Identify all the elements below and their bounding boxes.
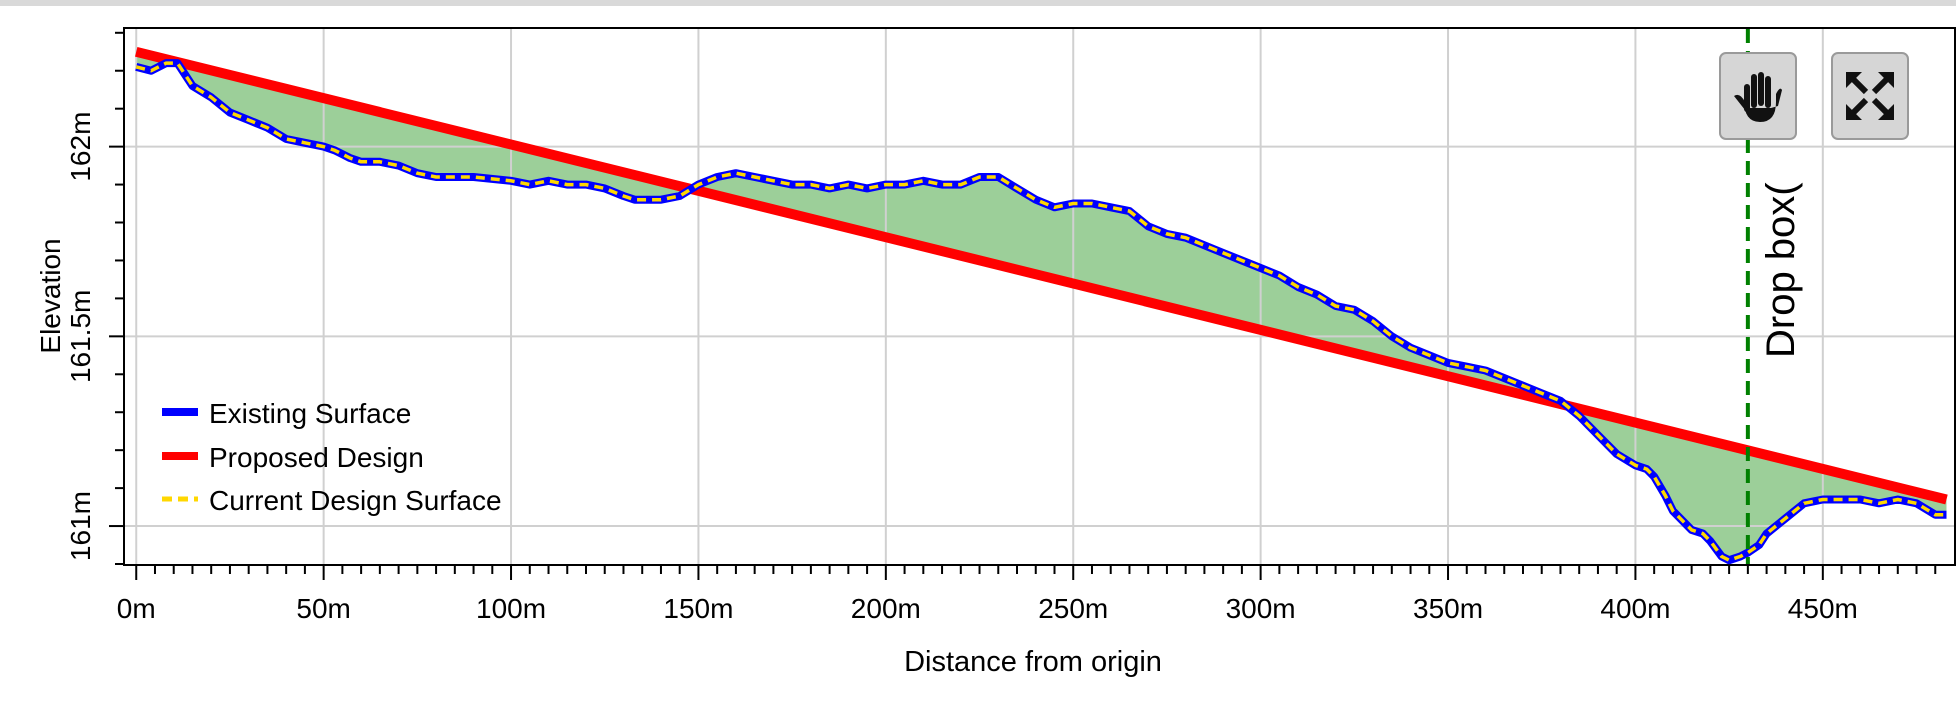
x-tick-label: 150m bbox=[663, 593, 733, 624]
x-tick-label: 250m bbox=[1038, 593, 1108, 624]
x-tick-label: 450m bbox=[1788, 593, 1858, 624]
legend-label-proposed-design: Proposed Design bbox=[209, 442, 424, 473]
y-tick-label: 161m bbox=[65, 491, 96, 561]
proposed-design-line bbox=[134, 46, 1948, 505]
x-tick-label: 50m bbox=[296, 593, 350, 624]
x-tick-label: 400m bbox=[1600, 593, 1670, 624]
y-tick-label: 161.5m bbox=[65, 290, 96, 383]
axes: 0m 50m 100m 150m 200m 250m 300m 350m 400m 450m 161… bbox=[65, 31, 1937, 624]
x-tick-label: 200m bbox=[851, 593, 921, 624]
expand-button[interactable] bbox=[1831, 52, 1909, 140]
drop-box-label: Drop box( bbox=[1759, 182, 1803, 358]
y-tick-label: 162m bbox=[65, 112, 96, 182]
plot-frame bbox=[123, 27, 1956, 566]
x-axis-label: Distance from origin bbox=[904, 646, 1162, 678]
pan-hand-button[interactable] bbox=[1719, 52, 1797, 140]
cut-fill-area bbox=[136, 51, 1947, 561]
x-tick-label: 0m bbox=[117, 593, 156, 624]
y-axis-label: Elevation bbox=[35, 238, 66, 353]
window-top-strip bbox=[0, 0, 1956, 6]
grid-lines bbox=[125, 29, 1954, 564]
x-tick-label: 100m bbox=[476, 593, 546, 624]
expand-arrows-icon bbox=[1846, 72, 1894, 120]
legend-label-current-design-surface: Current Design Surface bbox=[209, 485, 502, 516]
x-tick-label: 350m bbox=[1413, 593, 1483, 624]
current-design-surface-line bbox=[135, 61, 1947, 562]
hand-pan-icon bbox=[1734, 72, 1782, 122]
x-tick-label: 300m bbox=[1226, 593, 1296, 624]
series-group bbox=[134, 46, 1948, 565]
cut-fill-area-group bbox=[136, 51, 1947, 561]
legend-label-existing-surface: Existing Surface bbox=[209, 398, 411, 429]
legend: Existing Surface Proposed Design Current… bbox=[162, 398, 502, 516]
